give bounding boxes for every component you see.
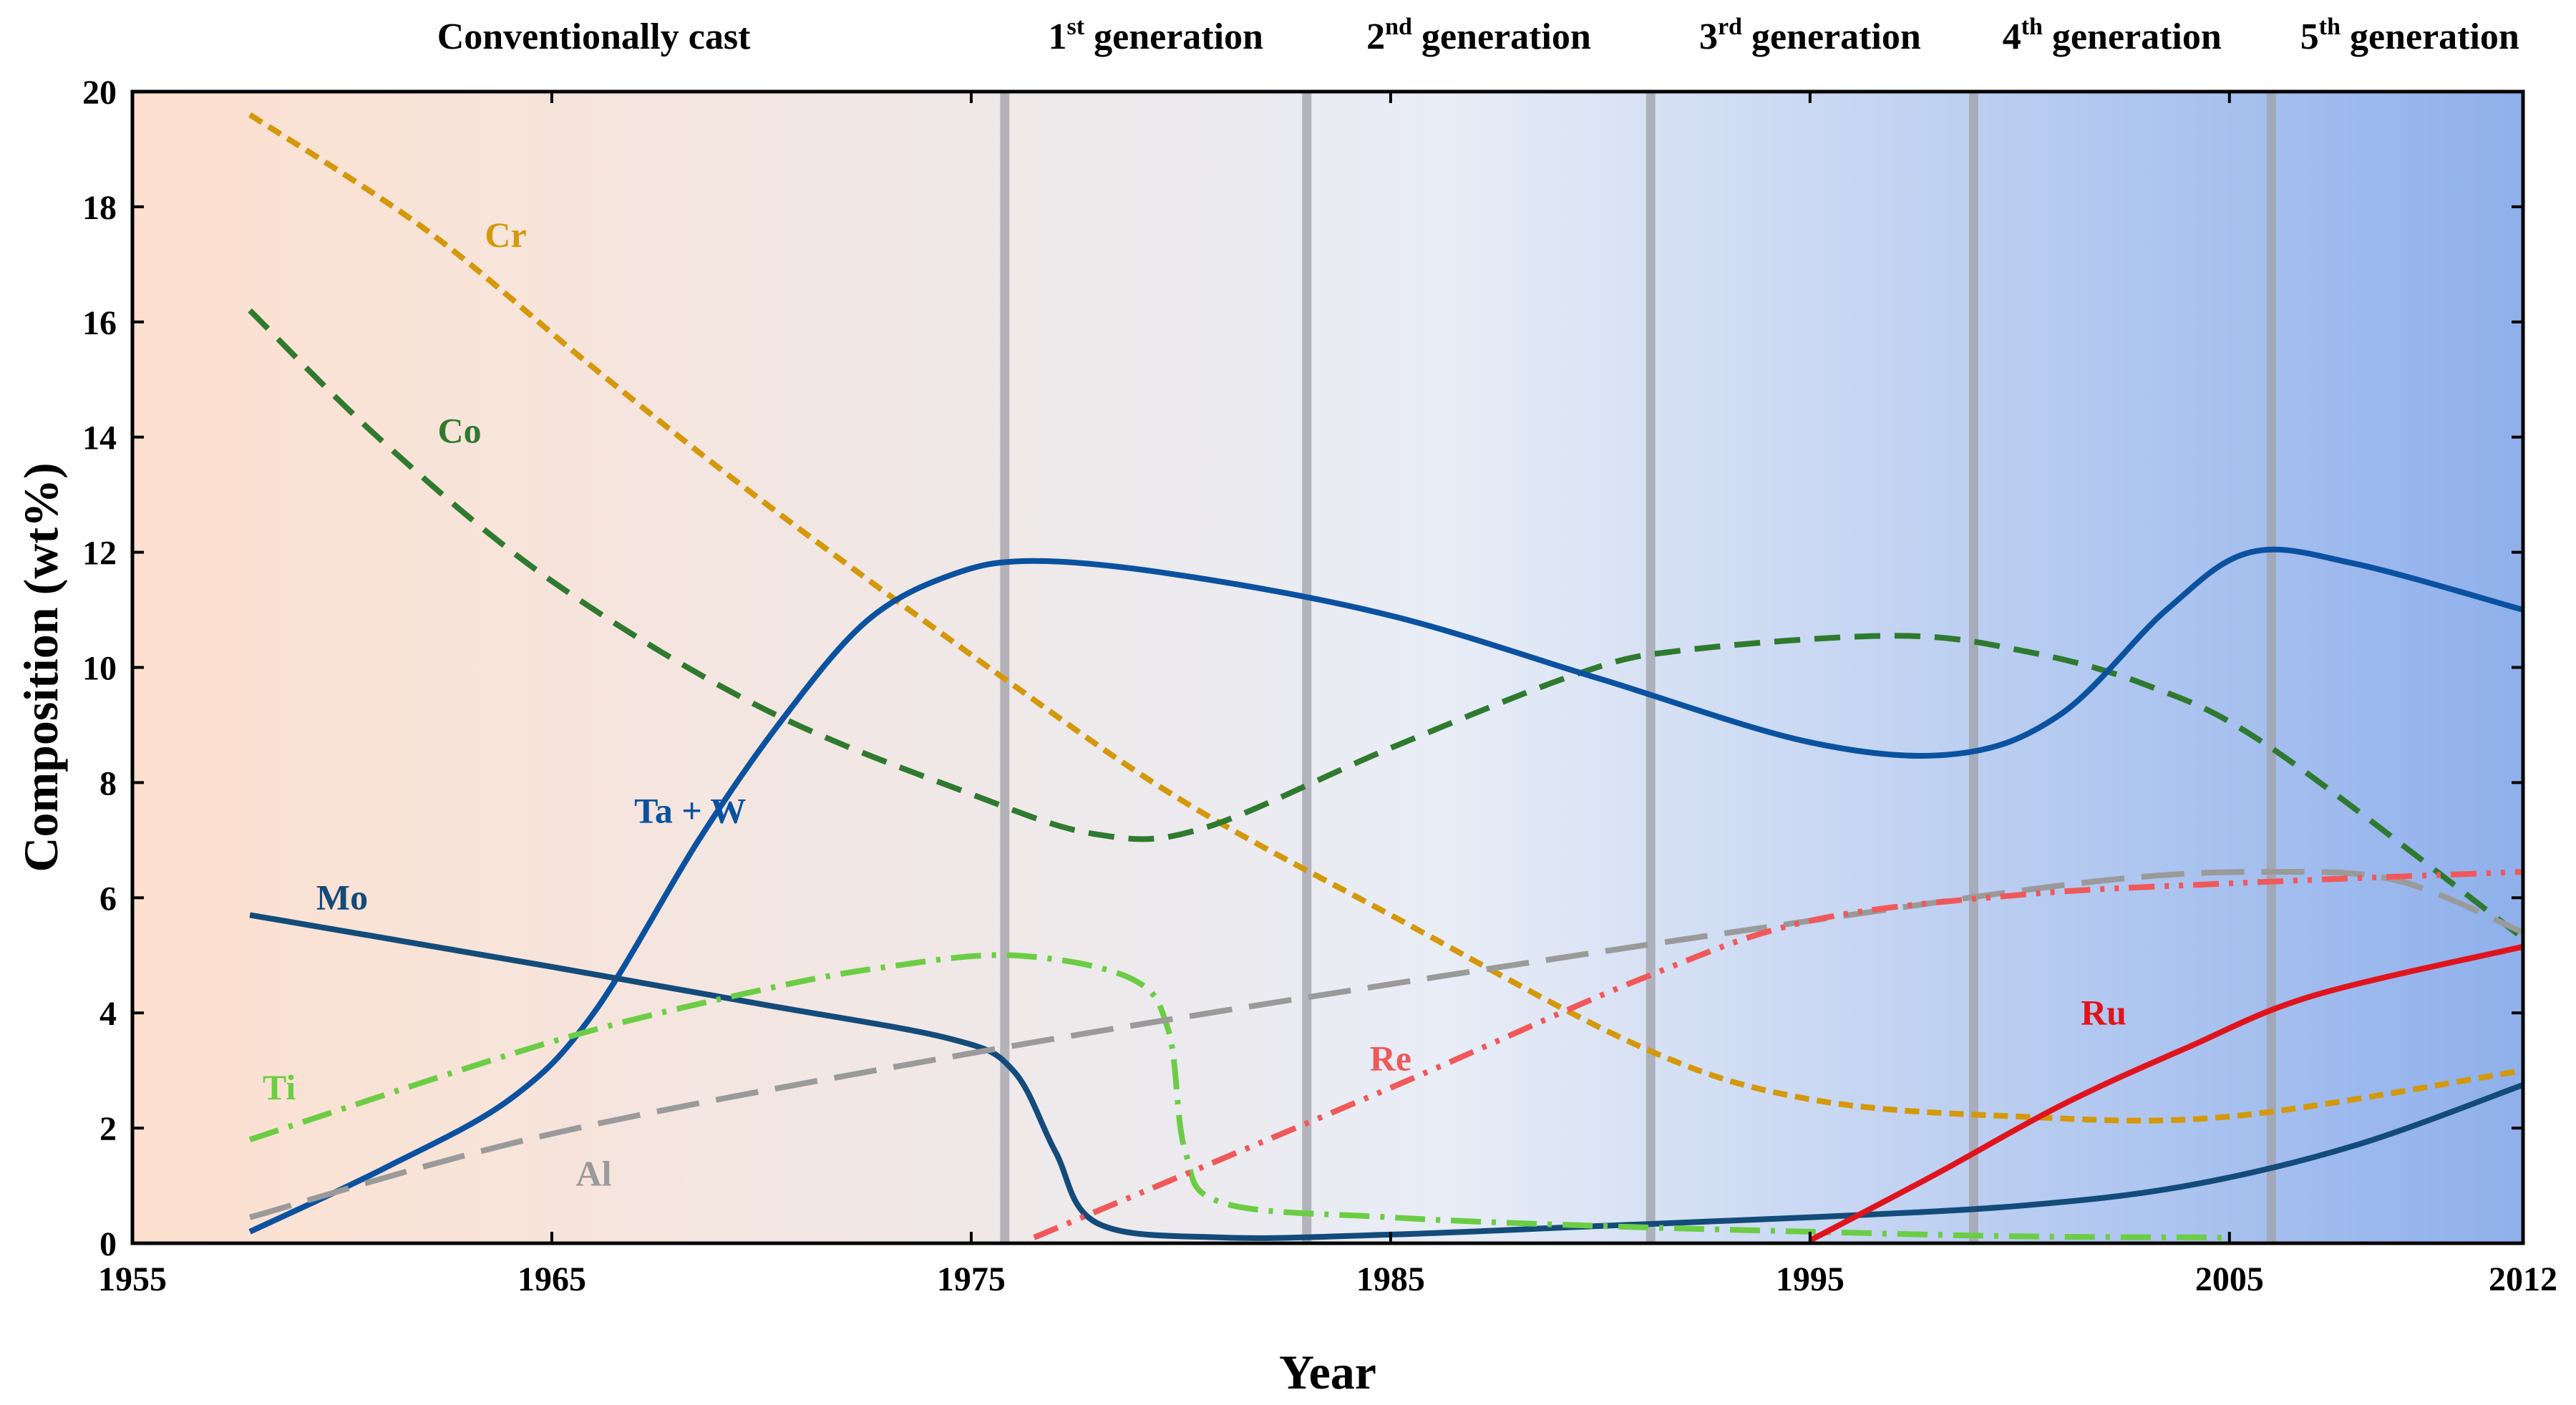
series-line-mo <box>249 912 2523 1241</box>
x-tick-label: 2012 <box>2489 1260 2557 1298</box>
y-tick-label: 2 <box>99 1110 117 1148</box>
series-line-ta-w <box>248 546 2523 1235</box>
y-axis: 0 2 4 6 8 10 12 14 16 18 20 <box>82 74 2523 1263</box>
x-tick-label: 2005 <box>2195 1260 2264 1298</box>
y-tick-label: 20 <box>82 74 117 112</box>
series-label-co: Co <box>437 411 481 451</box>
x-tick-label: 1965 <box>517 1260 586 1298</box>
era-label-1: Conventionally cast <box>437 16 751 57</box>
x-tick-label: 1985 <box>1356 1260 1425 1298</box>
y-tick-label: 6 <box>99 880 117 918</box>
series-line-ru <box>1809 943 2523 1243</box>
x-axis-title: Year <box>1279 1345 1376 1399</box>
x-axis: 1955 1965 1975 1985 1995 2005 2012 <box>98 92 2557 1298</box>
y-tick-label: 16 <box>82 304 117 342</box>
x-tick-label: 1995 <box>1776 1260 1844 1298</box>
series-label-ti: Ti <box>263 1067 296 1107</box>
series-label-cr: Cr <box>485 215 526 255</box>
plot-background <box>132 92 2523 1243</box>
series-line-cr <box>248 112 2523 1124</box>
era-label-5: 4th generation <box>2003 14 2222 57</box>
y-tick-label: 8 <box>99 764 117 802</box>
series-label-ru: Ru <box>2081 992 2127 1032</box>
y-tick-label: 18 <box>82 189 117 227</box>
era-label-3: 2nd generation <box>1366 14 1591 57</box>
series-layer <box>248 112 2523 1243</box>
x-tick-label: 1955 <box>98 1260 167 1298</box>
series-line-re <box>1033 869 2523 1240</box>
y-axis-title: Composition (wt%) <box>14 462 68 872</box>
x-tick-label: 1975 <box>937 1260 1006 1298</box>
series-label-re: Re <box>1370 1039 1411 1079</box>
era-label-4: 3rd generation <box>1699 14 1921 57</box>
y-tick-label: 4 <box>99 995 117 1033</box>
era-label-2: 1st generation <box>1049 14 1263 57</box>
y-tick-label: 10 <box>82 650 117 688</box>
y-tick-label: 0 <box>99 1225 117 1263</box>
y-tick-label: 14 <box>82 419 117 457</box>
series-line-al <box>249 869 2523 1220</box>
series-label-al: Al <box>576 1154 612 1194</box>
series-label-ta-w: Ta + W <box>634 791 746 831</box>
y-tick-label: 12 <box>82 535 117 573</box>
era-label-6: 5th generation <box>2300 14 2519 57</box>
generation-divider-lines <box>1000 92 2276 1243</box>
series-line-co <box>248 308 2523 940</box>
series-labels: Cr Co Ta + W Mo Ti Al Re Ru <box>263 215 2127 1193</box>
series-line-ti <box>248 952 2230 1240</box>
series-label-mo: Mo <box>316 877 368 917</box>
era-labels: Conventionally cast 1st generation 2nd gen… <box>437 14 2519 57</box>
